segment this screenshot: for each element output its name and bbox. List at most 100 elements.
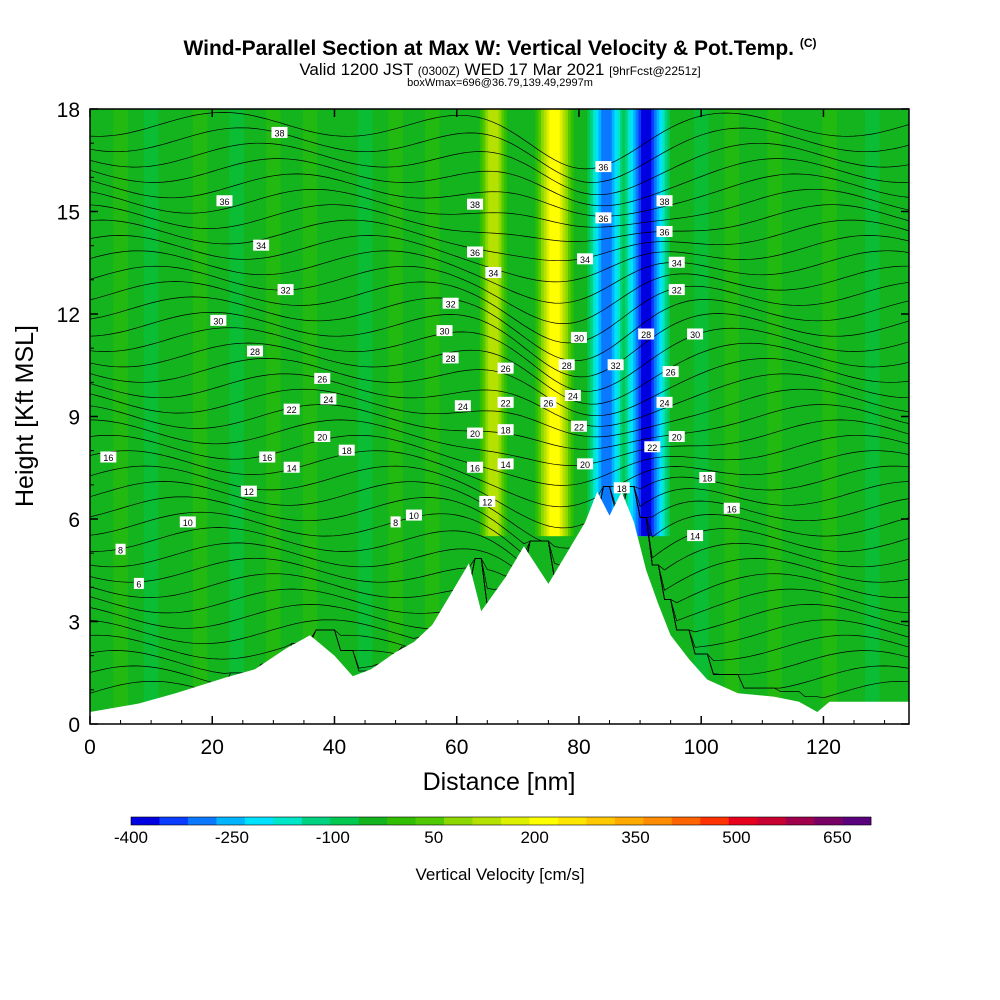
isentrope-label-box xyxy=(497,458,514,470)
isentrope-label-box xyxy=(570,331,587,343)
colorbar-swatch xyxy=(842,817,872,825)
isentrope-label-text: 14 xyxy=(287,463,297,473)
isentrope-label-box xyxy=(314,372,331,384)
isentrope-label-box xyxy=(595,161,612,173)
isentrope-label: 30 xyxy=(210,314,227,326)
isentrope-line xyxy=(90,204,909,242)
isentrope-label: 28 xyxy=(638,328,655,340)
isentrope-label: 20 xyxy=(467,427,484,439)
isentrope-label-text: 36 xyxy=(598,214,608,224)
isentrope-label-text: 28 xyxy=(446,354,456,364)
isentrope-label-text: 24 xyxy=(568,392,578,402)
colorbar-swatch xyxy=(273,817,303,825)
isentrope-line xyxy=(90,486,909,591)
terrain xyxy=(90,491,909,724)
isentrope-label-box xyxy=(595,212,612,224)
isentrope-label-text: 26 xyxy=(501,364,511,374)
isentrope-label: 36 xyxy=(467,246,484,258)
isentrope-label-text: 26 xyxy=(666,368,676,378)
isentrope-label-text: 16 xyxy=(470,463,480,473)
colorbar-swatch xyxy=(785,817,815,825)
isentrope-label: 20 xyxy=(668,431,685,443)
isentrope-label-box xyxy=(314,431,331,442)
y-axis-label: Height [Kft MSL] xyxy=(11,325,39,507)
isentrope-line xyxy=(90,486,909,568)
y-tick-label: 9 xyxy=(68,407,80,430)
isentrope-line xyxy=(90,327,909,392)
isentrope-label: 24 xyxy=(454,400,471,412)
isentrope-label: 36 xyxy=(656,226,673,238)
x-tick-label: 60 xyxy=(445,736,468,759)
isentrope-label-box xyxy=(283,403,300,415)
velocity-streak xyxy=(302,109,318,724)
x-tick-label: 120 xyxy=(806,736,841,759)
y-tick-label: 12 xyxy=(57,304,80,327)
colorbar-tick-label: 200 xyxy=(520,828,548,847)
isentrope-label-text: 16 xyxy=(262,453,272,463)
isentrope-label: 32 xyxy=(277,284,294,296)
colorbar-swatch xyxy=(814,817,843,825)
isentrope-line xyxy=(90,127,909,183)
colorbar-tick-label: -100 xyxy=(316,828,350,847)
y-tick-label: 0 xyxy=(68,714,80,737)
isentrope-label-box xyxy=(662,366,679,378)
colorbar-swatch xyxy=(700,817,729,825)
isentrope-label-text: 36 xyxy=(660,228,670,238)
isentrope-label: 38 xyxy=(467,198,484,210)
isentrope-label-box xyxy=(497,424,514,436)
isentrope-label-text: 26 xyxy=(317,374,327,384)
isentrope-label-box xyxy=(179,516,196,528)
isentrope-label-box xyxy=(390,516,401,528)
isentrope-label: 34 xyxy=(668,256,685,268)
downdraft-band xyxy=(641,109,652,537)
isentrope-label: 18 xyxy=(497,424,514,436)
isentrope-label: 14 xyxy=(283,461,300,473)
isentrope-label-box xyxy=(467,246,484,258)
isentrope-label: 36 xyxy=(216,195,233,207)
isentrope-label: 22 xyxy=(497,396,514,408)
isentrope-label-text: 34 xyxy=(672,258,682,268)
x-tick-label: 0 xyxy=(84,736,96,759)
isentrope-label-text: 16 xyxy=(727,504,737,514)
chart-title: Wind-Parallel Section at Max W: Vertical… xyxy=(0,36,1000,61)
isentrope-label-box xyxy=(668,256,685,268)
isentrope-label: 34 xyxy=(577,253,594,265)
subtitle-valid: Valid 1200 JST xyxy=(299,60,414,79)
isentrope-line xyxy=(90,281,909,344)
velocity-streak xyxy=(424,109,440,724)
colorbar-swatch xyxy=(671,817,701,825)
isentrope-label-box xyxy=(216,195,233,207)
isentrope-line xyxy=(90,373,909,427)
isentrope-label-text: 20 xyxy=(470,429,480,439)
isentrope-label-box xyxy=(479,495,496,507)
isentrope-label-text: 18 xyxy=(702,474,712,484)
velocity-streak xyxy=(229,109,245,724)
isentrope-label-box xyxy=(638,328,655,340)
isentrope-label-text: 34 xyxy=(256,241,266,251)
isentrope-label-box xyxy=(656,226,673,237)
isentrope-label-text: 30 xyxy=(574,333,584,343)
isentrope-label: 22 xyxy=(570,420,587,432)
velocity-streak xyxy=(693,109,709,724)
isentrope-label-text: 38 xyxy=(274,128,284,138)
velocity-streak xyxy=(113,109,128,724)
isentrope-line xyxy=(90,419,909,466)
velocity-streak xyxy=(822,109,837,724)
isentrope-label: 32 xyxy=(668,284,685,296)
x-tick-label: 40 xyxy=(323,736,346,759)
colorbar-swatch xyxy=(728,817,758,825)
isentrope-label-box xyxy=(558,359,575,371)
colorbar-swatch xyxy=(529,817,559,825)
isentrope-label-text: 38 xyxy=(660,197,670,207)
isentrope-line xyxy=(90,486,909,580)
isentrope-label: 26 xyxy=(540,396,557,408)
colorbar-tick-label: 650 xyxy=(823,828,851,847)
isentrope-label: 24 xyxy=(564,390,581,402)
isentrope-label-text: 38 xyxy=(470,200,480,210)
isentrope-label: 22 xyxy=(283,403,300,415)
isentrope-label-box xyxy=(467,427,484,439)
isentrope-label: 32 xyxy=(607,359,624,371)
colorbar-tick-label: -250 xyxy=(215,828,249,847)
isentrope-label-text: 10 xyxy=(409,511,419,521)
isentrope-label-text: 16 xyxy=(103,453,113,463)
